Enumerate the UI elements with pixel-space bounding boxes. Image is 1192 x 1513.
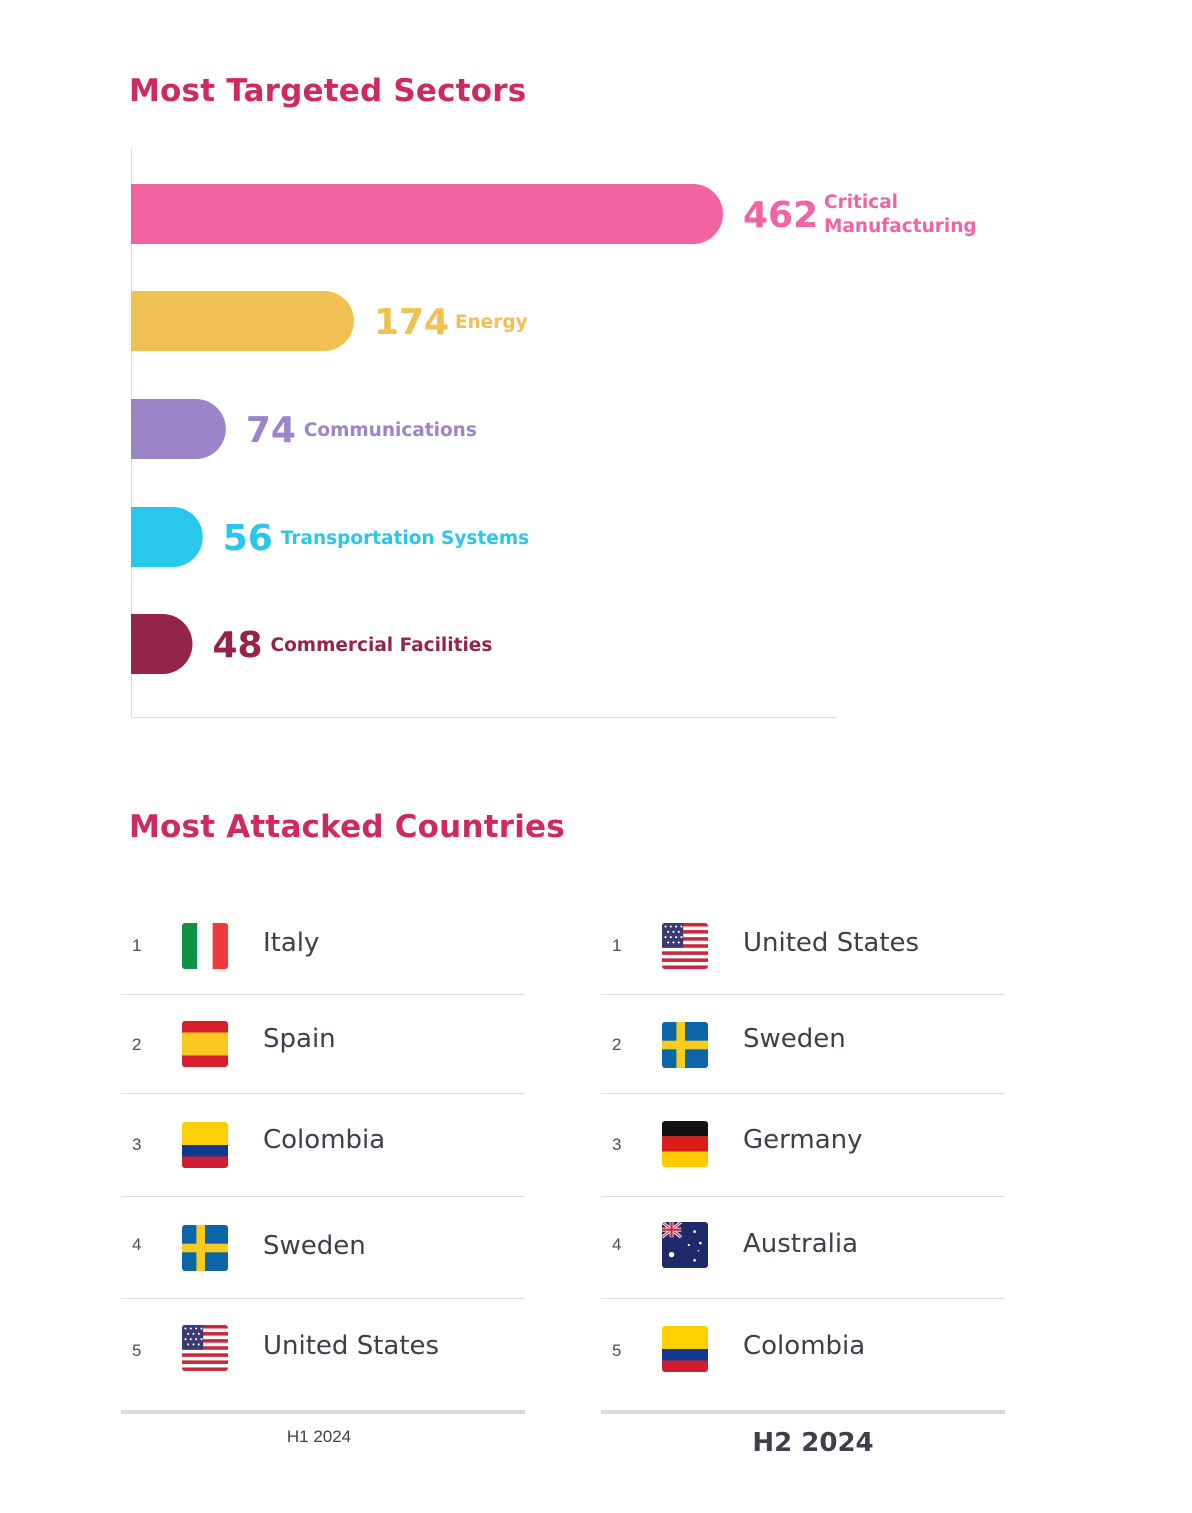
colombia-flag xyxy=(182,1122,228,1168)
rank: 3 xyxy=(132,1135,142,1154)
table-row: 1 Italy xyxy=(121,895,525,995)
period-label-h1: H1 2024 xyxy=(286,1427,352,1446)
rank: 1 xyxy=(132,936,142,955)
rank: 5 xyxy=(132,1341,142,1360)
sectors-bar-chart: 462 Critical Manufacturing 174 Energy 74 Commu… xyxy=(131,148,977,718)
country-name: Colombia xyxy=(263,1125,386,1155)
period-label-h2: H2 2024 xyxy=(752,1428,874,1458)
sweden-flag xyxy=(662,1022,708,1068)
rank: 5 xyxy=(612,1341,622,1360)
rank: 3 xyxy=(612,1135,622,1154)
country-name: United States xyxy=(743,928,920,958)
country-name: Italy xyxy=(263,928,320,958)
table-row: 4 Australia xyxy=(601,1197,1005,1299)
country-name: Spain xyxy=(263,1024,336,1054)
germany-flag xyxy=(662,1121,708,1167)
bar-communications xyxy=(131,399,226,459)
colombia-flag xyxy=(662,1326,708,1372)
table-row: 2 Spain xyxy=(121,995,525,1094)
table-row: 2 Sweden xyxy=(601,995,1005,1094)
bar-label: Critical xyxy=(824,192,898,213)
bar-label: Manufacturing xyxy=(824,216,977,237)
italy-flag xyxy=(182,923,228,969)
table-row: 5 Colombia xyxy=(601,1299,1005,1414)
bar-label: Communications xyxy=(304,420,477,441)
bar-commercial-facilities xyxy=(131,614,193,674)
bar-transportation-systems xyxy=(131,507,203,567)
rank: 2 xyxy=(132,1035,142,1054)
country-name: Colombia xyxy=(743,1331,866,1361)
bar-label: Energy xyxy=(455,312,528,333)
bar-label: Commercial Facilities xyxy=(271,635,493,656)
bar-value: 462 xyxy=(743,195,818,236)
bar-label: Transportation Systems xyxy=(281,528,529,549)
table-row: 3 Germany xyxy=(601,1094,1005,1197)
countries-title: Most Attacked Countries xyxy=(129,809,565,845)
rank: 2 xyxy=(612,1035,622,1054)
australia-flag xyxy=(662,1222,708,1268)
country-name: Germany xyxy=(743,1125,863,1155)
united-states-flag xyxy=(662,923,708,969)
bar-value: 48 xyxy=(213,625,263,666)
country-name: Sweden xyxy=(263,1231,366,1261)
sweden-flag xyxy=(182,1225,228,1271)
countries-table-h2: 1 United States 2 Sweden 3 Germany 4 Aus… xyxy=(601,895,1005,1414)
table-row: 4 Sweden xyxy=(121,1197,525,1299)
countries-table-h1: 1 Italy 2 Spain 3 Colombia 4 Sweden 5 Un… xyxy=(121,895,525,1414)
bar-energy xyxy=(131,291,354,351)
table-row: 1 United States xyxy=(601,895,1005,995)
rank: 4 xyxy=(612,1235,622,1254)
sectors-title: Most Targeted Sectors xyxy=(129,73,527,109)
bar-value: 56 xyxy=(223,518,273,559)
table-row: 5 United States xyxy=(121,1299,525,1414)
rank: 4 xyxy=(132,1235,142,1254)
country-name: Sweden xyxy=(743,1024,846,1054)
spain-flag xyxy=(182,1021,228,1067)
rank: 1 xyxy=(612,936,622,955)
table-row: 3 Colombia xyxy=(121,1094,525,1197)
united-states-flag xyxy=(182,1325,228,1371)
country-name: Australia xyxy=(743,1229,859,1259)
bar-critical-manufacturing xyxy=(131,184,723,244)
bar-value: 74 xyxy=(246,410,296,451)
country-name: United States xyxy=(263,1331,440,1361)
bar-value: 174 xyxy=(374,302,449,343)
